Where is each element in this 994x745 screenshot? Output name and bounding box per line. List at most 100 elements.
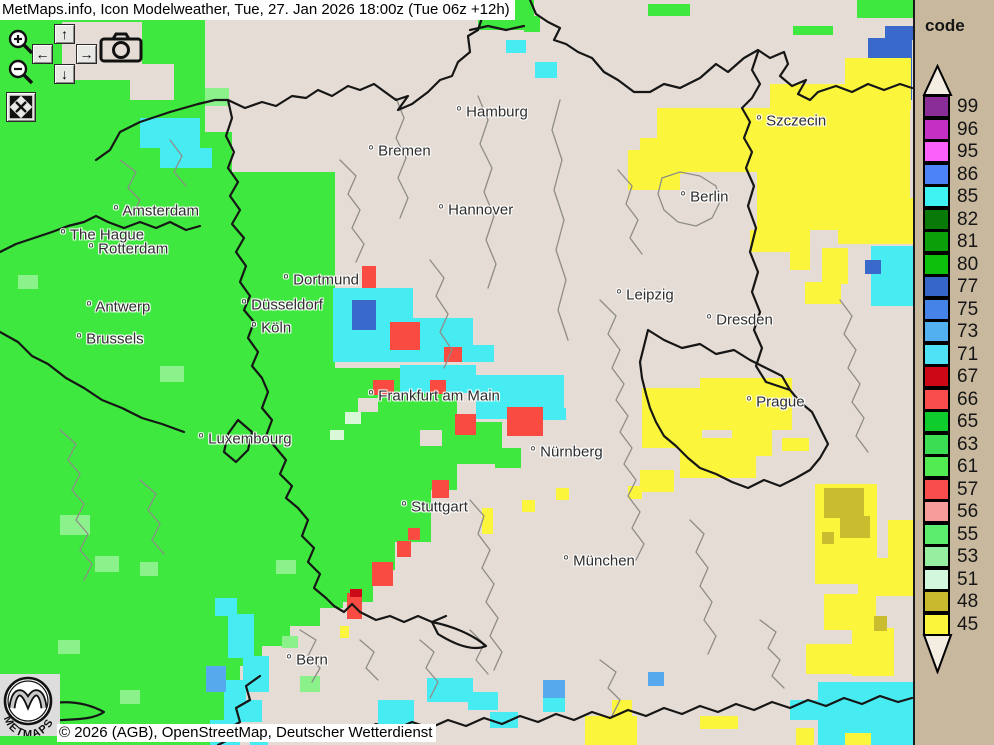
city-label-n-rnberg: ° Nürnberg [530,443,603,461]
legend-swatch-61 [923,455,950,478]
weather-cell [506,40,526,53]
weather-cell [888,520,913,560]
weather-cell [358,398,378,412]
weather-cell [430,380,446,394]
magnifier-plus-icon [8,29,34,55]
arrow-right-icon: → [79,46,94,62]
weather-cell [420,430,442,446]
weather-cell [0,608,320,626]
city-label-prague: ° Prague [746,393,805,411]
arrow-down-icon: ↓ [61,66,68,82]
weather-cell [732,428,772,456]
legend-label-63: 63 [957,433,979,455]
weather-cell [822,532,834,544]
legend-swatch-71 [923,342,950,366]
weather-cell [865,260,881,274]
legend-swatch-57 [923,477,950,501]
weather-cell [838,226,884,244]
weather-cell [495,448,521,468]
legend-label-73: 73 [957,321,979,342]
legend-swatch-55 [923,522,950,546]
weather-cell [782,438,809,451]
legend-label-82: 82 [957,208,979,230]
zoom-out-button[interactable] [6,58,36,88]
legend-swatch-67 [923,365,950,388]
city-label-the-hague: ° The Hague [60,226,145,244]
legend-swatch-63 [923,432,950,456]
legend-arrow-up-icon [922,64,953,96]
weather-cell [556,488,569,500]
weather-cell [793,26,833,35]
weather-cell [60,515,90,535]
weather-cell [482,508,493,534]
weather-cell [0,646,262,666]
map-title: MetMaps.info, Icon Modelweather, Tue, 27… [0,0,515,20]
arrow-left-icon: ← [35,46,50,62]
legend-swatch-80 [923,252,950,276]
weather-cell [468,692,498,710]
weather-cell [845,58,911,110]
weather-cell [858,558,913,596]
weather-cell [58,640,80,654]
weather-map[interactable]: ° Hamburg ° Bremen ° Szczecin ° Berlin ° Han… [0,0,913,745]
legend-swatch-75 [923,297,950,321]
weather-cell [874,616,887,631]
metmaps-logo[interactable]: METMAPS [0,674,60,741]
legend-label-67: 67 [957,366,979,387]
weather-cell [790,700,818,720]
pan-down-button[interactable]: ↓ [54,64,75,84]
pan-up-button[interactable]: ↑ [54,24,75,44]
legend-panel: code 99 96 95 86 85 82 81 80 77 75 73 71 67 66 65 63 61 5… [913,0,994,745]
screenshot-button[interactable] [98,31,144,63]
city-label-stuttgart: ° Stuttgart [401,498,468,516]
city-label-hannover: ° Hannover [438,201,514,219]
legend-label-55: 55 [957,523,979,545]
fullscreen-button[interactable] [6,92,36,122]
city-label-m-nchen: ° München [563,552,635,570]
arrow-up-icon: ↑ [61,26,68,42]
zoom-in-button[interactable] [6,28,36,58]
weather-cell [408,528,420,540]
pan-right-button[interactable]: → [76,44,97,64]
weather-cell [840,516,870,538]
weather-cell [612,700,632,716]
legend-swatch-85 [923,185,950,208]
weather-cell [390,322,420,350]
weather-cell [352,300,376,330]
weather-cell [845,733,871,745]
pan-left-button[interactable]: ← [32,44,53,64]
weather-cell [432,480,449,498]
attribution-links[interactable]: © 2026 (AGB), OpenStreetMap, Deutscher W… [57,724,437,742]
weather-cell [345,412,361,424]
legend-swatch-45 [923,612,950,636]
legend-label-99: 99 [957,96,979,117]
legend-label-81: 81 [957,231,979,252]
city-label-bern: ° Bern [286,651,328,669]
city-label-brussels: ° Brussels [76,330,144,348]
legend-swatch-51 [923,567,950,591]
legend-heading: code [925,16,965,35]
weather-cell [140,118,200,148]
legend-label-45: 45 [957,613,979,635]
city-label-luxembourg: ° Luxembourg [198,430,292,448]
weather-cell [790,248,810,270]
weather-cell [805,282,841,304]
legend-label-57: 57 [957,478,979,500]
legend-swatch-56 [923,500,950,523]
legend-label-95: 95 [957,141,979,162]
metmaps-logo-icon: METMAPS [1,676,55,741]
weather-cell [243,656,269,692]
legend-label-61: 61 [957,456,979,477]
city-label-bremen: ° Bremen [368,142,431,160]
expand-arrows-icon [9,95,33,119]
weather-cell [628,150,680,190]
legend-label-85: 85 [957,186,979,207]
weather-cell [822,248,848,284]
weather-cell [796,728,814,745]
city-label-frankfurt-am-main: ° Frankfurt am Main [368,387,500,405]
legend-swatch-82 [923,207,950,231]
weather-cell [362,266,376,288]
weather-cell [540,408,566,420]
city-label-antwerp: ° Antwerp [86,298,151,316]
legend-swatch-65 [923,410,950,433]
